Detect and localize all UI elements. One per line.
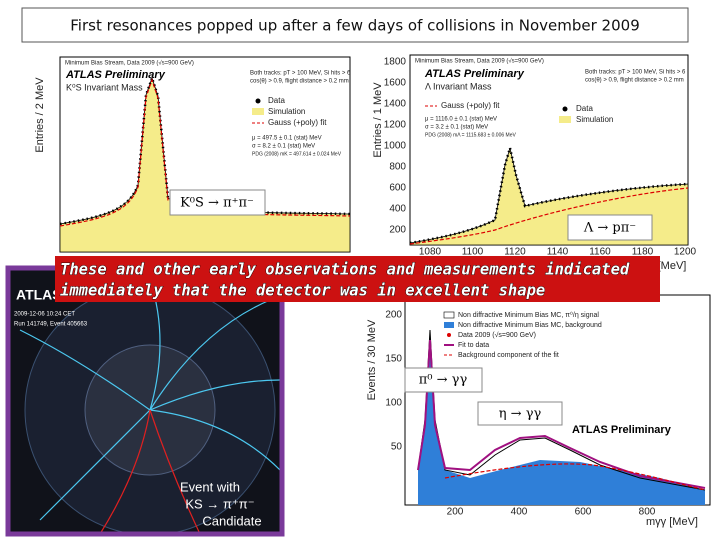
plot-subtitle: Λ Invariant Mass — [425, 81, 492, 91]
y-tick-label: 1000 — [384, 141, 407, 152]
event-display: ATLAS EXPERIMENT 2009-12-06 10:24 CET Ru… — [5, 265, 285, 537]
y-tick-label: 600 — [389, 183, 406, 194]
x-tick-label: 200 — [447, 507, 464, 518]
data-points — [409, 147, 689, 245]
decay-label: π⁰ → γγ — [419, 373, 468, 388]
event-caption: KS → π⁺π⁻ — [185, 496, 254, 511]
data-points — [59, 74, 351, 226]
fit-background — [444, 463, 706, 491]
atlas-label: ATLAS Preliminary — [65, 69, 166, 81]
atlas-label: ATLAS Preliminary — [424, 68, 525, 80]
event-date: 2009-12-06 10:24 CET — [14, 312, 75, 318]
fit-result: μ = 1116.0 ± 0.1 (stat) MeV — [425, 117, 497, 123]
legend-entry: Gauss (+poly) fit — [441, 101, 500, 110]
fit-curve — [59, 78, 351, 227]
legend-marker — [252, 108, 264, 115]
y-axis-label: Events / 30 MeV — [366, 319, 378, 400]
fit-result: PDG (2008) mK = 497.614 ± 0.024 MeV — [252, 151, 342, 157]
legend-entry: Fit to data — [458, 342, 489, 349]
label-box — [169, 189, 266, 216]
x-tick-label: 1200 — [674, 247, 697, 258]
y-tick-label: 200 — [389, 225, 406, 236]
title-box — [21, 7, 689, 43]
y-axis-label: Entries / 1 MeV — [372, 82, 384, 158]
x-tick-label: 1140 — [547, 247, 569, 258]
legend-entry: Simulation — [576, 115, 613, 124]
label-box — [404, 367, 483, 393]
event-caption: Event with — [180, 479, 240, 494]
x-tick-label: 1100 — [462, 247, 484, 258]
decay-label: K⁰S → π⁺π⁻ — [180, 196, 254, 211]
x-axis-label: [MeV] — [658, 260, 687, 272]
legend-entry: Data 2009 (√s=900 GeV) — [458, 331, 536, 339]
label-box — [567, 214, 653, 241]
y-tick-label: 200 — [385, 310, 402, 321]
banner-text: These and other early observations and m… — [60, 261, 630, 279]
fit-result: σ = 8.2 ± 0.1 (stat) MeV — [252, 144, 315, 150]
banner-text: immediately that the detector was in exc… — [60, 282, 545, 300]
y-tick-label: 400 — [389, 204, 406, 215]
slide-title: First resonances popped up after a few d… — [70, 17, 639, 35]
legend-entry: Non diffractive Minimum Bias MC, π⁰/η si… — [458, 311, 599, 319]
legend-entry: Non diffractive Minimum Bias MC, backgro… — [458, 322, 602, 329]
y-axis-label: Entries / 2 MeV — [34, 77, 46, 153]
x-tick-label: 1080 — [419, 247, 442, 258]
y-tick-label: 50 — [391, 442, 403, 453]
fit-curve — [417, 339, 706, 489]
x-axis-label: mγγ [MeV] — [646, 516, 698, 528]
legend-entry: Gauss (+poly) fit — [268, 118, 327, 127]
decay-label: η → γγ — [499, 407, 542, 422]
event-caption: Candidate — [202, 513, 261, 528]
event-run: Run 141749, Event 405663 — [14, 322, 88, 328]
banner — [55, 256, 660, 302]
tick-labels: 1800 1600 1400 1200 1000 800 600 400 200 1080 1100… — [384, 57, 697, 258]
legend-entry: Data — [268, 96, 285, 105]
fit-result: PDG (2008) mΛ = 1115.683 ± 0.006 MeV — [425, 132, 516, 138]
x-tick-label: 400 — [511, 507, 528, 518]
x-tick-label: 1180 — [632, 247, 654, 258]
plot-lambda: Entries / 1 MeV Minimum Bias Stream, Dat… — [365, 48, 705, 273]
y-tick-label: 1600 — [384, 78, 407, 89]
y-tick-label: 1200 — [384, 120, 407, 131]
tick-labels: 200 150 100 50 200 400 600 800 — [385, 310, 655, 518]
kshort-tracks — [99, 409, 201, 535]
cut-text: cos(θ) > 0.9, flight distance > 0.2 mm — [250, 79, 349, 85]
signal-mc — [417, 329, 706, 491]
plot-pi0-eta: Events / 30 MeV Non diffractive Minimum … — [365, 288, 717, 538]
y-tick-label: 1800 — [384, 57, 407, 68]
legend-entry: Simulation — [268, 107, 305, 116]
legend-marker — [255, 98, 261, 104]
legend-marker — [447, 333, 451, 337]
fit-background — [409, 187, 689, 245]
legend-marker — [443, 311, 455, 319]
legend-marker — [559, 116, 571, 123]
x-tick-label: 800 — [639, 507, 656, 518]
y-tick-label: 800 — [389, 162, 406, 173]
fit-result: μ = 497.5 ± 0.1 (stat) MeV — [252, 136, 322, 142]
decay-label: Λ → pπ⁻ — [583, 221, 636, 236]
legend-marker — [562, 106, 568, 112]
plot-header: Minimum Bias Stream, Data 2009 (√s=900 G… — [415, 58, 544, 65]
x-tick-label: 1160 — [589, 247, 611, 258]
x-tick-label: 600 — [575, 507, 592, 518]
y-tick-label: 150 — [385, 354, 402, 365]
legend-entry: Data — [576, 104, 593, 113]
legend-marker — [444, 322, 454, 328]
plot-kshort: Entries / 2 MeV Minimum Bias Stream, Dat… — [22, 48, 355, 258]
y-tick-label: 100 — [385, 398, 402, 409]
plot-header: Minimum Bias Stream, Data 2009 (√s=900 G… — [65, 60, 194, 67]
fit-result: σ = 3.2 ± 0.1 (stat) MeV — [425, 125, 488, 131]
y-tick-label: 1400 — [384, 99, 407, 110]
atlas-label: ATLAS Preliminary — [572, 424, 672, 436]
plot-subtitle: K⁰S Invariant Mass — [66, 82, 143, 92]
cut-text: Both tracks: pT > 100 MeV, Si hits > 6 — [250, 71, 351, 77]
x-tick-label: 1120 — [504, 247, 526, 258]
cut-text: Both tracks: pT > 100 MeV, Si hits > 6 — [585, 70, 686, 76]
background-area — [418, 330, 705, 505]
legend-entry: Background component of the fit — [458, 352, 559, 359]
cut-text: cos(θ) > 0.9, flight distance > 0.2 mm — [585, 78, 684, 84]
label-box — [477, 401, 563, 426]
